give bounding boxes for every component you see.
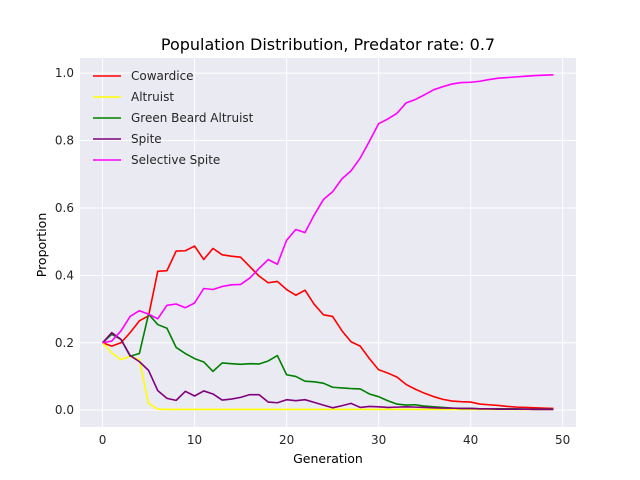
x-tick-label: 20: [279, 433, 294, 447]
y-tick-label: 0.8: [55, 134, 74, 148]
x-tick-label: 10: [187, 433, 202, 447]
x-axis-label: Generation: [293, 451, 363, 466]
series-line-selective-spite: [102, 74, 554, 344]
y-axis-label: Proportion: [34, 213, 49, 278]
legend-entry: Green Beard Altruist: [131, 111, 254, 125]
y-tick-label: 0.0: [55, 403, 74, 417]
x-tick-label: 0: [99, 433, 107, 447]
y-tick-label: 0.6: [55, 201, 74, 215]
y-tick-label: 1.0: [55, 66, 74, 80]
series-line-cowardice: [102, 245, 554, 410]
y-tick-label: 0.4: [55, 268, 74, 282]
legend-entry: Selective Spite: [131, 153, 220, 167]
legend-entry: Altruist: [131, 90, 174, 104]
legend-entry: Cowardice: [131, 69, 194, 83]
y-tick-label: 0.2: [55, 336, 74, 350]
chart-title: Population Distribution, Predator rate: …: [161, 35, 495, 54]
series-lines: [101, 74, 554, 411]
tick-labels: 0 10 20 30 40 50 0.0 0.2 0.4 0.6 0.8 1.0: [55, 66, 570, 447]
legend-entry: Spite: [131, 132, 162, 146]
series-line-spite: [101, 331, 554, 411]
x-tick-label: 30: [371, 433, 386, 447]
x-tick-label: 50: [555, 433, 570, 447]
plot-area: [80, 58, 576, 427]
legend: Cowardice Altruist Green Beard Altruist Spi…: [93, 69, 254, 167]
x-tick-label: 40: [463, 433, 478, 447]
